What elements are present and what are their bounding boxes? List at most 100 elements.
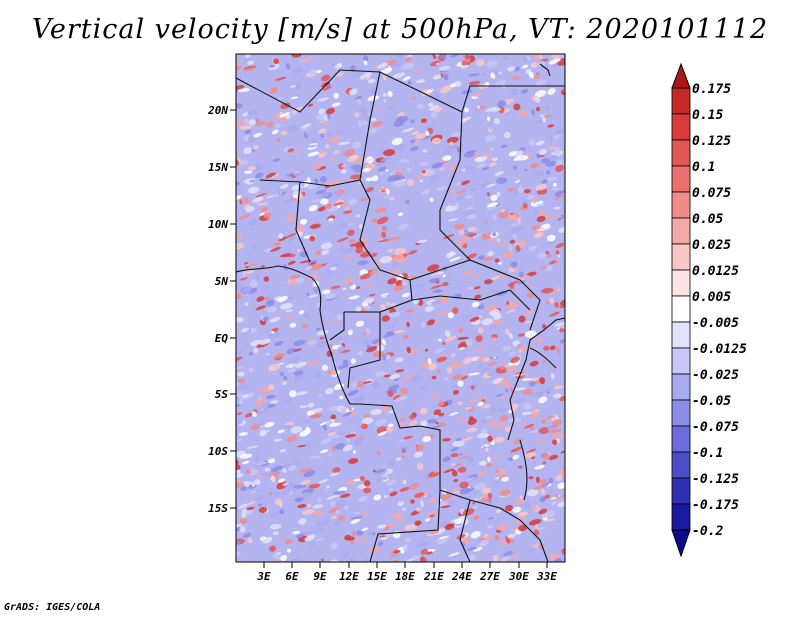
- texture-blob: [406, 55, 413, 58]
- texture-blob: [455, 181, 462, 187]
- texture-blob: [529, 429, 540, 434]
- texture-blob: [534, 72, 541, 79]
- texture-blob: [503, 131, 511, 139]
- texture-blob: [501, 345, 512, 352]
- texture-blob: [402, 127, 415, 133]
- texture-blob: [507, 280, 519, 287]
- texture-blob: [545, 510, 556, 518]
- texture-blob: [508, 244, 513, 252]
- texture-blob: [290, 426, 302, 434]
- texture-blob: [560, 214, 565, 217]
- texture-blob: [332, 467, 341, 473]
- texture-blob: [534, 89, 547, 98]
- lat-label: 15S: [208, 502, 228, 515]
- texture-blob: [355, 306, 362, 313]
- texture-blob: [447, 312, 455, 319]
- texture-blob: [556, 352, 562, 357]
- texture-blob: [534, 97, 541, 103]
- texture-blob: [512, 266, 516, 270]
- texture-blob: [485, 106, 498, 112]
- texture-blob: [459, 346, 466, 350]
- texture-blob: [538, 427, 550, 435]
- texture-blob: [505, 504, 513, 512]
- texture-blob: [296, 248, 301, 253]
- texture-blob: [453, 223, 466, 229]
- texture-blob: [545, 160, 557, 167]
- colorbar-box: [671, 217, 691, 245]
- texture-blob: [318, 192, 330, 198]
- texture-blob: [387, 460, 395, 467]
- texture-blob: [513, 233, 517, 240]
- texture-blob: [252, 196, 264, 203]
- texture-blob: [236, 356, 243, 362]
- texture-blob: [449, 411, 459, 416]
- texture-blob: [392, 254, 405, 262]
- texture-blob: [243, 147, 252, 155]
- texture-blob: [248, 263, 258, 266]
- texture-blob: [328, 183, 333, 190]
- texture-blob: [414, 520, 422, 526]
- texture-blob: [333, 150, 341, 154]
- texture-blob: [376, 108, 382, 113]
- texture-blob: [321, 85, 332, 92]
- texture-blob: [283, 399, 292, 404]
- texture-blob: [535, 140, 545, 146]
- texture-blob: [410, 69, 421, 73]
- texture-blob: [449, 141, 454, 146]
- lat-label: 5N: [215, 275, 229, 288]
- border-east: [507, 317, 565, 441]
- texture-blob: [521, 346, 528, 352]
- texture-blob: [379, 272, 383, 276]
- texture-blob: [532, 198, 545, 204]
- texture-blob: [521, 64, 529, 69]
- border-chad: [359, 71, 471, 281]
- texture-blob: [271, 330, 275, 334]
- texture-blob: [258, 430, 271, 435]
- texture-blob: [285, 363, 296, 368]
- texture-blob: [535, 476, 540, 484]
- texture-blob: [396, 457, 402, 461]
- texture-blob: [301, 324, 308, 329]
- texture-blob: [511, 528, 516, 532]
- texture-blob: [525, 547, 537, 553]
- texture-blob: [400, 549, 405, 554]
- texture-blob: [418, 161, 429, 166]
- texture-blob: [282, 375, 288, 381]
- texture-blob: [535, 183, 548, 191]
- texture-blob: [337, 345, 346, 352]
- texture-blob: [397, 212, 404, 217]
- texture-blob: [447, 218, 459, 222]
- texture-blob: [487, 251, 494, 257]
- texture-blob: [461, 64, 469, 69]
- lat-ticks: [230, 109, 236, 509]
- texture-blob: [329, 266, 337, 271]
- texture-blob: [370, 117, 377, 122]
- texture-blob: [445, 335, 456, 342]
- texture-blob: [236, 234, 243, 240]
- texture-blob: [469, 398, 478, 403]
- texture-blob: [258, 503, 263, 507]
- texture-blob: [376, 162, 384, 167]
- texture-blob: [307, 274, 318, 280]
- texture-blob: [552, 433, 564, 440]
- texture-blob: [319, 176, 327, 183]
- texture-blob: [476, 433, 490, 439]
- texture-blob: [539, 496, 546, 503]
- texture-blob: [422, 435, 432, 443]
- texture-blob: [482, 357, 491, 362]
- texture-blob: [430, 112, 437, 119]
- texture-blob: [391, 137, 403, 146]
- texture-blob: [482, 256, 496, 261]
- texture-blob: [393, 329, 405, 334]
- texture-blob: [347, 255, 353, 261]
- texture-blob: [390, 512, 403, 518]
- texture-blob: [429, 497, 437, 503]
- texture-blob: [308, 204, 318, 212]
- texture-blob: [459, 418, 465, 424]
- texture-blob: [289, 322, 297, 328]
- border-redsea: [539, 63, 551, 77]
- texture-blob: [475, 59, 485, 66]
- texture-blob: [537, 60, 546, 67]
- texture-blob: [363, 72, 372, 78]
- colorbar-label: 0.125: [692, 134, 731, 149]
